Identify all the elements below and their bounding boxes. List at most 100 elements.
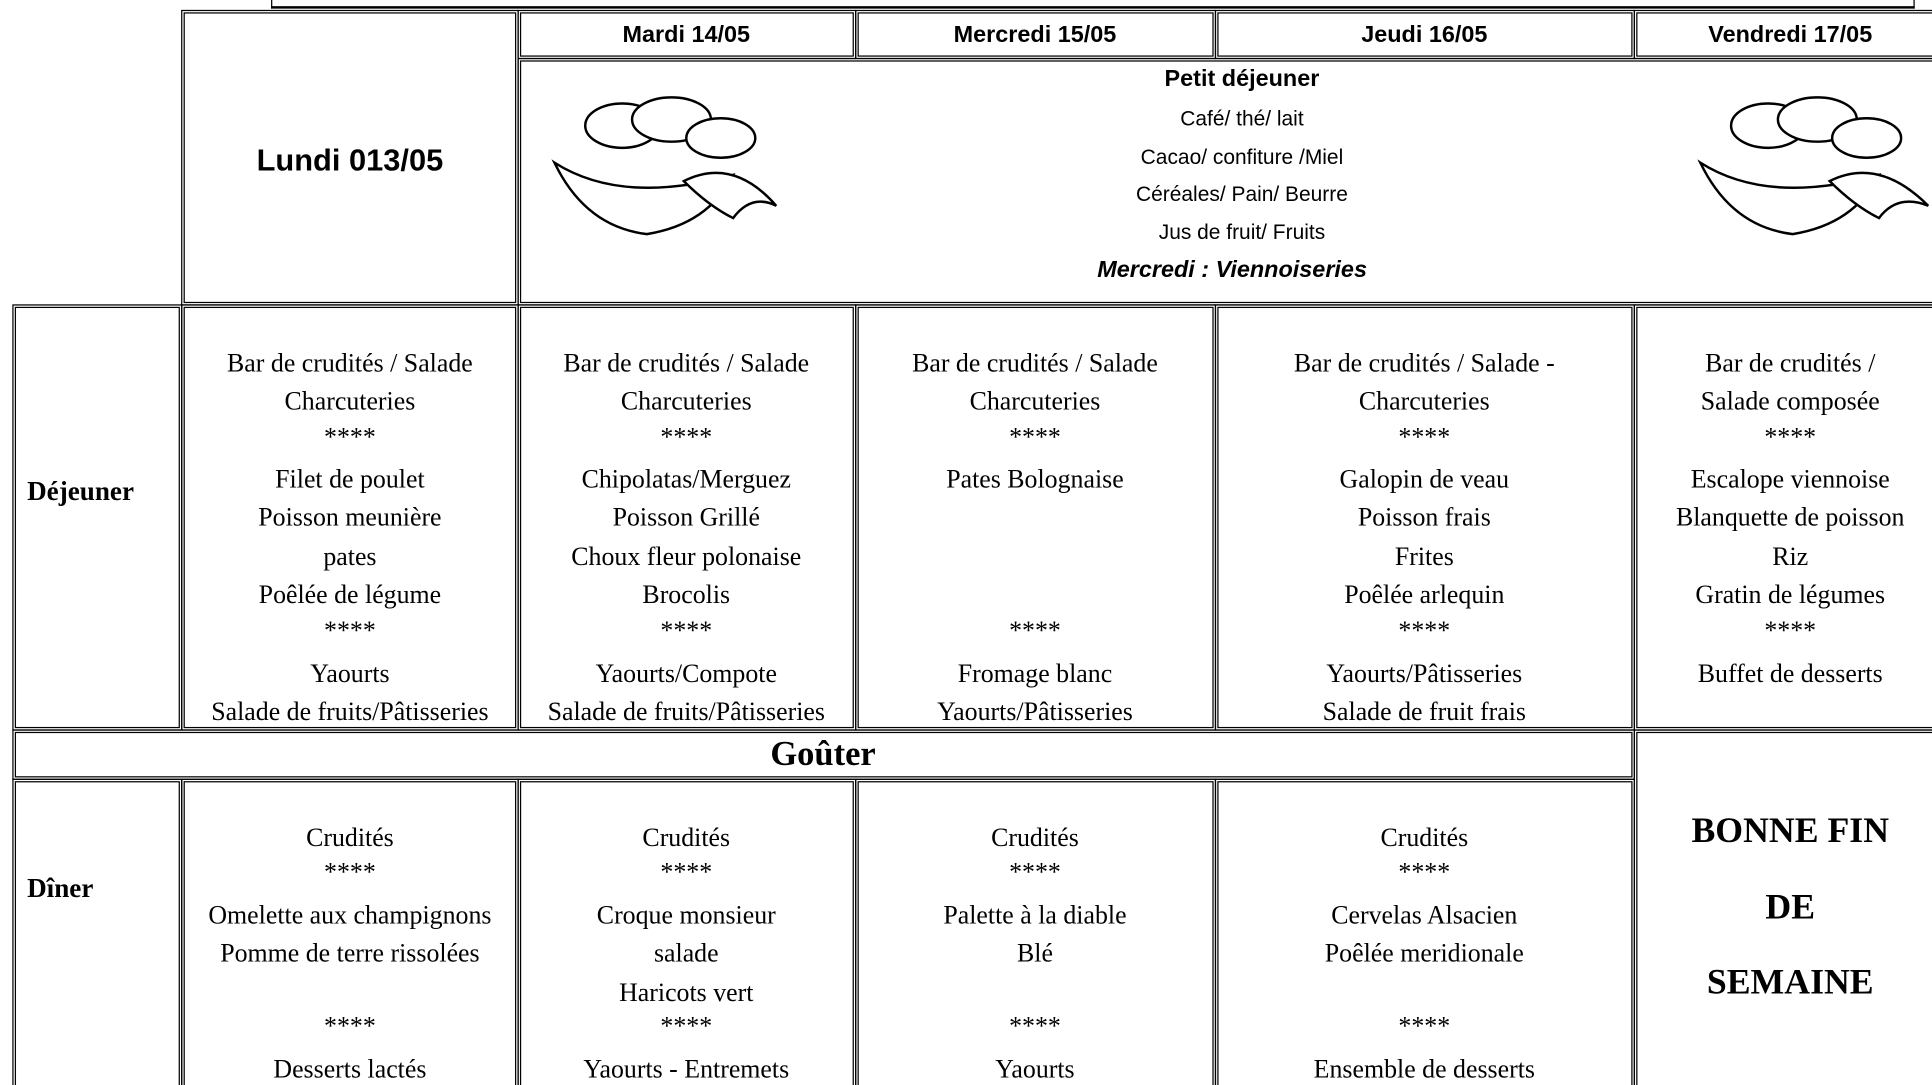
menu-item: Pates Bolognaise <box>946 463 1124 494</box>
breakfast-item: Jus de fruit/ Fruits <box>1158 219 1326 244</box>
menu-item: Salade composée <box>1700 386 1880 416</box>
menu-item: Yaourts/Compote <box>595 658 777 689</box>
menu-item: Choux fleur polonaise <box>571 541 802 571</box>
menu-item: Bar de crudités / Salade - <box>1293 347 1555 378</box>
menu-item: Charcuteries <box>284 386 416 416</box>
cell <box>855 9 1217 60</box>
menu-item: Bar de crudités / Salade <box>563 347 810 378</box>
separator: **** <box>660 1010 713 1041</box>
cell <box>181 9 519 306</box>
snack-label: Goûter <box>770 735 876 774</box>
breakfast-title: Petit déjeuner <box>1164 66 1320 93</box>
separator: **** <box>324 856 376 887</box>
menu-item: Yaourts <box>995 1054 1075 1084</box>
croissant-basket-icon <box>1697 96 1930 236</box>
cell <box>12 778 183 1085</box>
cell <box>1633 9 1932 60</box>
day-header: Vendredi 17/05 <box>1708 22 1873 49</box>
menu-item: Salade de fruits/Pâtisseries <box>211 696 489 727</box>
menu-item: Blé <box>1016 938 1053 969</box>
separator: **** <box>1398 421 1451 452</box>
separator: **** <box>1009 615 1061 646</box>
menu-item: Blanquette de poisson <box>1675 502 1905 533</box>
menu-item: Ensemble de desserts <box>1313 1054 1535 1084</box>
croissant-basket-icon <box>551 96 778 236</box>
menu-item: Poisson Grillé <box>612 502 760 533</box>
cell <box>181 778 519 1085</box>
menu-item: Cervelas Alsacien <box>1331 900 1518 930</box>
row-label: Déjeuner <box>27 475 134 507</box>
breakfast-item: Cacao/ confiture /Miel <box>1140 144 1344 169</box>
breakfast-note: Mercredi : Viennoiseries <box>1097 257 1367 284</box>
separator: **** <box>1764 615 1817 646</box>
menu-item: Fromage blanc <box>957 658 1113 689</box>
weekend-message: BONNE FIN <box>1691 811 1890 851</box>
cell <box>517 778 857 1085</box>
menu-item: Crudités <box>642 822 731 852</box>
separator: **** <box>324 615 376 646</box>
day-header: Mercredi 15/05 <box>953 22 1117 49</box>
menu-item: Poêlée arlequin <box>1344 579 1505 610</box>
menu-item: Brocolis <box>642 579 731 610</box>
menu-item: Charcuteries <box>1358 386 1490 416</box>
separator: **** <box>1398 615 1451 646</box>
menu-item: Bar de crudités / Salade <box>227 347 473 378</box>
menu-item: Galopin de veau <box>1339 463 1510 494</box>
separator: **** <box>660 615 713 646</box>
menu-item: Omelette aux champignons <box>208 900 492 930</box>
separator: **** <box>324 1010 376 1041</box>
menu-item: Riz <box>1772 541 1809 571</box>
menu-item: Bar de crudités / <box>1705 347 1876 378</box>
menu-item: Chipolatas/Merguez <box>581 463 791 494</box>
breakfast-item: Céréales/ Pain/ Beurre <box>1136 182 1348 206</box>
cell <box>1214 778 1635 1085</box>
menu-item: Yaourts/Pâtisseries <box>937 696 1133 727</box>
menu-item: Salade de fruits/Pâtisseries <box>547 696 825 727</box>
cell <box>517 304 857 731</box>
menu-item: Buffet de desserts <box>1697 658 1883 689</box>
cell <box>1214 9 1635 60</box>
cell <box>517 9 857 60</box>
menu-item: Gratin de légumes <box>1695 579 1886 610</box>
menu-item: salade <box>653 938 719 969</box>
cell <box>12 304 183 731</box>
menu-item: pates <box>323 541 377 571</box>
menu-item: Yaourts/Pâtisseries <box>1326 658 1523 689</box>
menu-item: Poêlée de légume <box>258 579 442 610</box>
separator: **** <box>660 421 713 452</box>
cell <box>855 778 1217 1085</box>
cell <box>1633 304 1932 731</box>
menu-item: Desserts lactés <box>273 1054 427 1084</box>
cell <box>181 304 519 731</box>
menu-item: Salade de fruit frais <box>1322 696 1526 727</box>
menu-item: Charcuteries <box>969 386 1101 416</box>
separator: **** <box>1398 1010 1451 1041</box>
separator: **** <box>1009 421 1061 452</box>
menu-item: Haricots vert <box>619 977 754 1007</box>
cell <box>12 729 1635 780</box>
day-header: Mardi 14/05 <box>622 22 751 49</box>
menu-item: Poêlée meridionale <box>1324 938 1524 969</box>
top-frame <box>271 0 1915 9</box>
separator: **** <box>1009 1010 1061 1041</box>
menu-item: Escalope viennoise <box>1690 463 1890 494</box>
separator: **** <box>660 856 713 887</box>
menu-item: Croque monsieur <box>596 900 776 930</box>
separator: **** <box>1764 421 1817 452</box>
menu-item: Yaourts - Entremets <box>583 1054 790 1084</box>
menu-item: Yaourts <box>310 658 390 689</box>
separator: **** <box>324 421 376 452</box>
menu-item: Poisson frais <box>1357 502 1491 533</box>
weekend-message: DE <box>1765 887 1816 927</box>
menu-item: Pomme de terre rissolées <box>220 938 480 969</box>
menu-item: Bar de crudités / Salade <box>912 347 1158 378</box>
row-label: Dîner <box>27 872 94 904</box>
day-header: Jeudi 16/05 <box>1361 22 1488 49</box>
menu-item: Crudités <box>991 822 1079 852</box>
separator: **** <box>1398 856 1451 887</box>
cell <box>855 304 1217 731</box>
menu-item: Filet de poulet <box>275 463 425 494</box>
cell <box>1633 729 1932 1085</box>
